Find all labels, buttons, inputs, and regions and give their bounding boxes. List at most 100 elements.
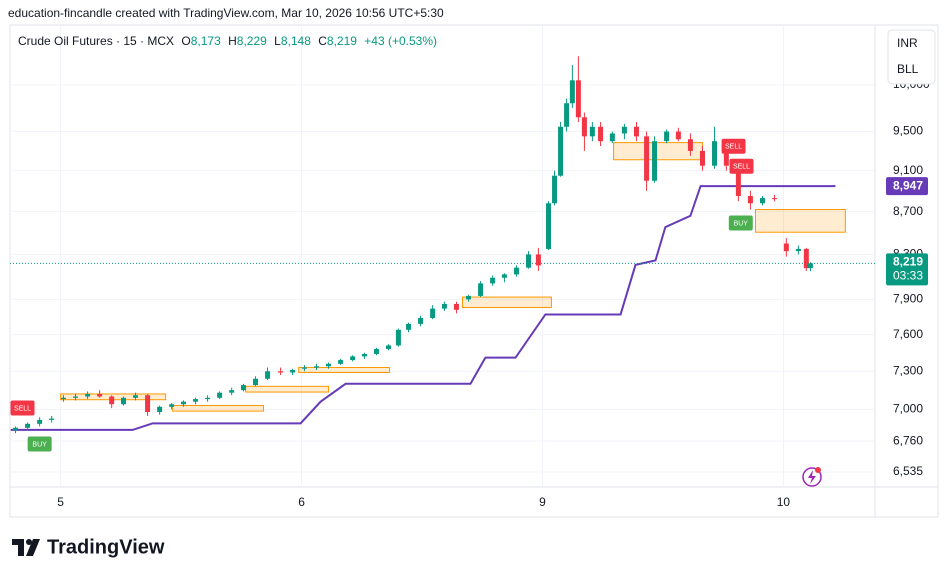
signal-badge — [729, 158, 754, 174]
candle-body — [783, 243, 789, 252]
candle-body — [735, 165, 741, 197]
unit-button[interactable]: BLL — [897, 62, 919, 76]
candle-body — [546, 203, 552, 249]
candle-body — [169, 404, 175, 407]
candle-body — [73, 396, 79, 398]
candle-body — [466, 295, 472, 300]
trail-price-label: 8,947 — [893, 178, 923, 192]
candle-body — [552, 175, 558, 204]
candle-body — [386, 345, 392, 350]
y-tick-label: 7,900 — [893, 292, 923, 306]
candle-body — [326, 363, 332, 367]
y-tick-label: 7,300 — [893, 363, 923, 377]
o-label: O — [181, 34, 190, 48]
alert-icon[interactable] — [802, 467, 822, 487]
candle-body — [747, 196, 753, 204]
candle-body — [350, 356, 356, 361]
signal-badge — [10, 400, 35, 416]
l-label: L — [274, 34, 281, 48]
zone — [754, 208, 846, 233]
candle-body — [795, 248, 801, 252]
candle-body — [675, 131, 681, 140]
candle-body — [575, 80, 581, 118]
candle-body — [581, 117, 587, 137]
candle-body — [418, 317, 424, 324]
candle-body — [772, 198, 778, 200]
candle-body — [803, 248, 809, 269]
candle-body — [395, 329, 401, 346]
candle-body — [120, 397, 126, 405]
x-tick-label: 10 — [777, 495, 791, 509]
candle-body — [535, 254, 541, 266]
candle-body — [313, 366, 319, 368]
c-value: 8,219 — [327, 34, 357, 48]
candle-body — [338, 360, 344, 364]
candle-body — [644, 136, 650, 181]
x-tick-label: 6 — [298, 495, 305, 509]
candle-body — [430, 308, 436, 318]
last-price-label: 8,219 — [893, 255, 923, 269]
candle-body — [133, 395, 139, 398]
h-value: 8,229 — [237, 34, 267, 48]
y-tick-label: 6,535 — [893, 464, 923, 478]
x-tick-label: 9 — [539, 495, 546, 509]
signal-label: BUY — [32, 441, 47, 448]
candle-body — [301, 367, 307, 369]
candle-body — [240, 385, 246, 391]
l-value: 8,148 — [281, 34, 311, 48]
plot: SELL BUY SELL SELL BUY — [10, 56, 875, 452]
candle-body — [13, 427, 19, 431]
candle-body — [664, 131, 670, 142]
candle-body — [759, 198, 765, 204]
candle-body — [633, 126, 639, 137]
header: education-fincandle created with Trading… — [8, 6, 444, 20]
candle-body — [558, 126, 564, 176]
currency-button[interactable]: INR — [897, 36, 918, 50]
signal-badge — [721, 138, 746, 154]
candle-body — [490, 277, 496, 284]
signal-badge — [728, 215, 753, 231]
candle-body — [193, 399, 199, 402]
candle-body — [598, 126, 604, 142]
candle-body — [569, 80, 575, 104]
grid — [10, 25, 875, 487]
candle-body — [217, 392, 223, 398]
candle-body — [265, 371, 271, 379]
candle-body — [712, 141, 718, 166]
candle-body — [652, 141, 658, 181]
candle-body — [453, 303, 459, 310]
y-tick-label: 9,500 — [893, 124, 923, 138]
candle-body — [157, 406, 163, 413]
candle-body — [687, 139, 693, 151]
candle-body — [278, 371, 284, 373]
candle-body — [253, 378, 259, 386]
logo: TradingView — [47, 536, 165, 558]
currency-box[interactable] — [887, 29, 936, 85]
zone — [245, 385, 330, 393]
candle-body — [109, 396, 115, 405]
candle-body — [229, 390, 235, 393]
logo-icon — [12, 539, 40, 556]
signal-label: SELL — [14, 405, 31, 412]
zone — [461, 296, 552, 308]
legend: Crude Oil Futures · 15 · MCX O8,173 H8,2… — [18, 34, 437, 48]
signal-badge — [27, 436, 52, 452]
signal-label: SELL — [725, 144, 742, 151]
candle-body — [60, 397, 66, 400]
candle-body — [609, 133, 615, 142]
candle-body — [205, 397, 211, 400]
candle-body — [373, 349, 379, 354]
zone — [172, 405, 264, 412]
candle-body — [37, 419, 43, 424]
candle-body — [564, 103, 570, 127]
chart-frame — [9, 24, 939, 518]
candle-body — [361, 353, 367, 357]
candle-body — [478, 283, 484, 296]
trail-line — [10, 185, 836, 431]
candle-body — [49, 418, 55, 420]
y-tick-label: 6,760 — [893, 433, 923, 447]
trail-price-badge — [886, 177, 928, 196]
countdown: 03:33 — [893, 269, 923, 283]
